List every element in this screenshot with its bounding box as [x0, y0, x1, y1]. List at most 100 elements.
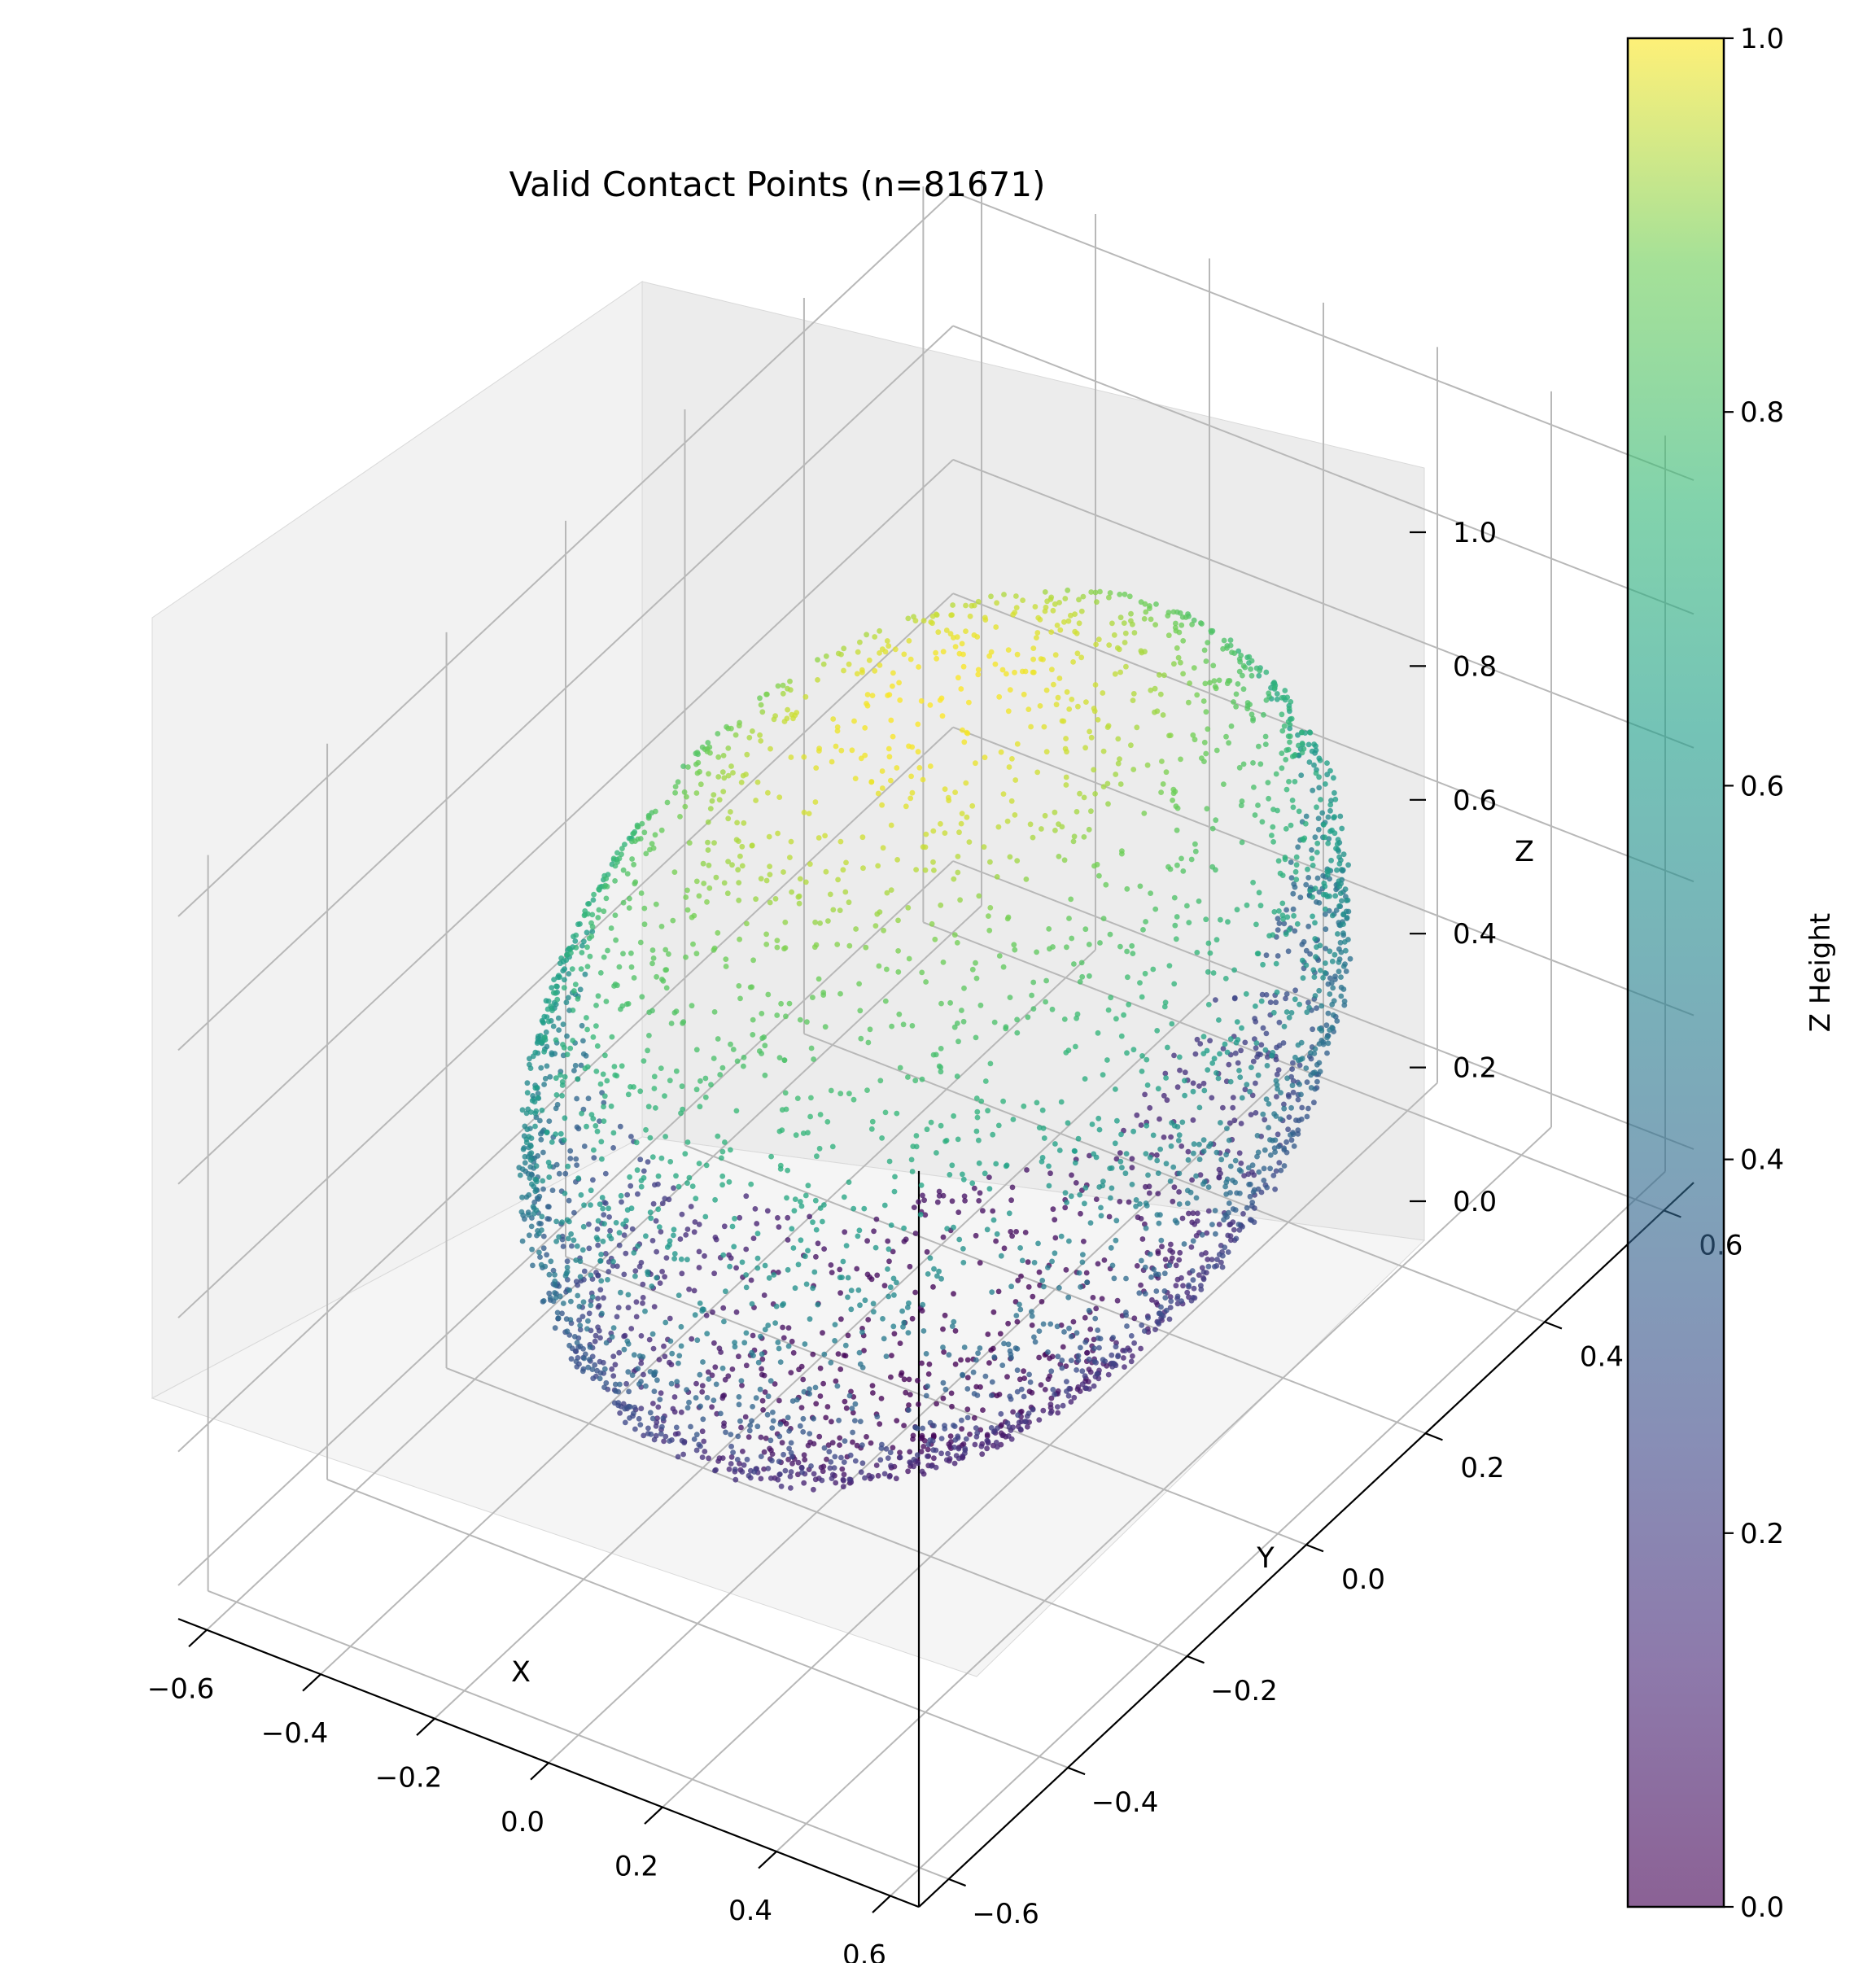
scatter-point [1092, 1315, 1099, 1322]
scatter-point [889, 1353, 894, 1358]
scatter-point [1101, 1257, 1108, 1263]
scatter-point [1157, 1310, 1163, 1316]
scatter-point [1274, 696, 1280, 702]
scatter-point [1161, 1270, 1168, 1277]
scatter-point [781, 1451, 786, 1458]
scatter-point [1077, 979, 1083, 985]
scatter-point [1168, 1241, 1174, 1248]
scatter-point [787, 687, 794, 693]
scatter-point [706, 885, 713, 891]
scatter-point [938, 1122, 944, 1129]
scatter-point [529, 1097, 536, 1104]
scatter-point [861, 1205, 868, 1212]
scatter-point [961, 739, 968, 745]
scatter-point [1115, 760, 1122, 767]
scatter-point [1018, 1273, 1024, 1279]
scatter-point [813, 1253, 819, 1260]
scatter-point [1151, 1266, 1157, 1272]
scatter-point [1325, 840, 1332, 846]
scatter-point [1076, 620, 1082, 627]
scatter-point [663, 1134, 668, 1139]
scatter-point [1263, 952, 1270, 959]
scatter-point [696, 1441, 702, 1448]
scatter-point [764, 1208, 771, 1214]
scatter-point [711, 1009, 718, 1015]
scatter-point [1172, 1218, 1179, 1224]
scatter-point [1187, 1189, 1194, 1196]
scatter-point [620, 867, 627, 873]
scatter-point [1137, 883, 1144, 890]
scatter-point [1256, 1169, 1262, 1175]
scatter-point [660, 977, 667, 984]
scatter-point [584, 1123, 589, 1130]
scatter-point [984, 1437, 990, 1444]
scatter-point [776, 1397, 782, 1404]
scatter-point [736, 723, 742, 729]
left-grid-z [177, 459, 954, 1185]
scatter-point [931, 868, 937, 873]
scatter-point [924, 1248, 930, 1255]
scatter-point [1014, 1346, 1021, 1352]
scatter-point [837, 1290, 843, 1296]
scatter-point [1253, 1040, 1260, 1046]
scatter-point [894, 857, 900, 863]
scatter-point [1232, 1157, 1239, 1164]
scatter-point [549, 985, 555, 990]
scatter-point [1032, 1339, 1039, 1345]
scatter-point [769, 1425, 776, 1431]
scatter-point [828, 1459, 834, 1465]
scatter-point [1238, 1047, 1244, 1054]
colorbar-gradient [1628, 38, 1724, 1907]
scatter-point [743, 1330, 750, 1336]
scatter-point [1290, 906, 1297, 912]
scatter-point [758, 876, 764, 882]
scatter-point [940, 960, 947, 965]
scatter-point [1047, 1170, 1053, 1177]
scatter-point [1117, 592, 1123, 597]
scatter-point [557, 1293, 563, 1300]
scatter-point [719, 1365, 726, 1371]
scatter-point [1213, 867, 1218, 873]
scatter-point [1012, 777, 1019, 783]
scatter-point [1332, 796, 1339, 802]
scatter-point [626, 905, 632, 911]
scatter-point [1091, 708, 1098, 715]
scatter-point [768, 1153, 774, 1160]
floor-grid-x [776, 1126, 1552, 1852]
scatter-point [1100, 748, 1107, 754]
scatter-point [1225, 919, 1231, 925]
scatter-point [601, 1200, 607, 1205]
scatter-point [1289, 1066, 1295, 1072]
scatter-point [1056, 1148, 1063, 1153]
scatter-point [693, 1196, 699, 1202]
scatter-point [1297, 1082, 1302, 1087]
scatter-point [1331, 775, 1336, 781]
scatter-point [964, 1406, 971, 1413]
scatter-point [1341, 1002, 1348, 1008]
scatter-point [899, 1308, 905, 1314]
scatter-point [1279, 750, 1285, 756]
scatter-point [1162, 1070, 1169, 1077]
scatter-point [1248, 1218, 1255, 1223]
scatter-point [549, 1008, 555, 1013]
scatter-point [941, 1349, 947, 1355]
scatter-point [1231, 1117, 1238, 1124]
scatter-point [1198, 1287, 1205, 1292]
scatter-point [699, 1308, 706, 1314]
scatter-point [903, 1389, 909, 1396]
scatter-point [1299, 957, 1305, 964]
scatter-point [1113, 1156, 1120, 1162]
scatter-point [638, 1183, 645, 1190]
scatter-point [568, 950, 574, 956]
scatter-point [550, 1023, 557, 1030]
scatter-point [759, 709, 766, 715]
scatter-point [1071, 833, 1078, 840]
scatter-point [980, 1407, 986, 1413]
scatter-point [971, 1185, 977, 1191]
scatter-point [1199, 621, 1205, 627]
scatter-point [571, 988, 577, 994]
scatter-point [1142, 601, 1148, 607]
scatter-point [682, 1151, 689, 1157]
scatter-point [970, 1369, 977, 1375]
scatter-point [919, 1360, 925, 1366]
